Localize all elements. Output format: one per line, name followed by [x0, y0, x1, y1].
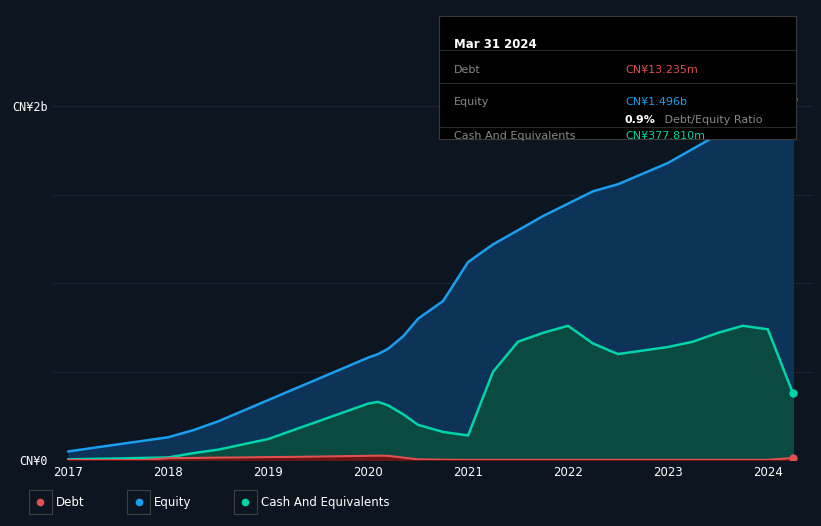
- Text: Debt: Debt: [453, 65, 480, 75]
- Text: Cash And Equivalents: Cash And Equivalents: [261, 496, 390, 509]
- Text: CN¥13.235m: CN¥13.235m: [625, 65, 698, 75]
- Text: 0.9%: 0.9%: [625, 115, 656, 125]
- Text: Cash And Equivalents: Cash And Equivalents: [453, 131, 575, 141]
- Text: Debt/Equity Ratio: Debt/Equity Ratio: [661, 115, 762, 125]
- Bar: [29, 490, 52, 514]
- Text: CN¥1.496b: CN¥1.496b: [625, 97, 687, 107]
- Text: CN¥377.810m: CN¥377.810m: [625, 131, 705, 141]
- Text: Debt: Debt: [56, 496, 85, 509]
- Bar: [127, 490, 150, 514]
- Text: Mar 31 2024: Mar 31 2024: [453, 38, 536, 51]
- Text: Equity: Equity: [453, 97, 488, 107]
- Text: Equity: Equity: [154, 496, 192, 509]
- Bar: [234, 490, 257, 514]
